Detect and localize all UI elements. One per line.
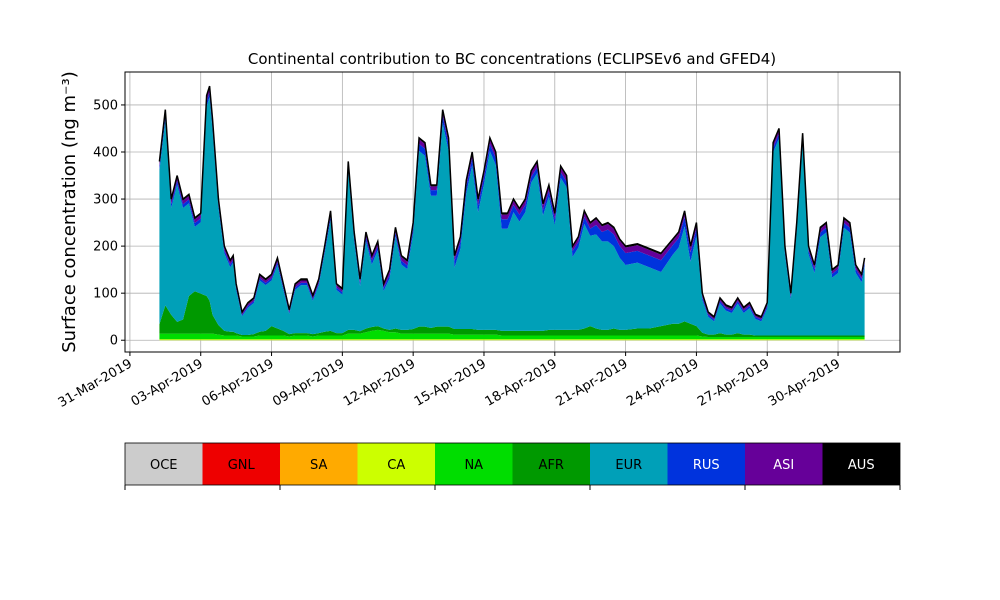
legend-swatch bbox=[435, 443, 513, 485]
legend-label: NA bbox=[464, 458, 483, 473]
legend-swatch bbox=[745, 443, 823, 485]
legend-label: CA bbox=[387, 458, 405, 473]
y-tick-label: 300 bbox=[93, 193, 118, 208]
y-tick-label: 400 bbox=[93, 146, 118, 161]
legend-swatch bbox=[590, 443, 668, 485]
y-tick-label: 100 bbox=[93, 287, 118, 302]
y-tick-label: 500 bbox=[93, 98, 118, 113]
area bbox=[159, 329, 865, 340]
legend-swatch bbox=[202, 443, 280, 485]
legend-label: ASI bbox=[773, 458, 794, 473]
plot-frame bbox=[124, 71, 901, 353]
area bbox=[159, 339, 865, 341]
area-outline bbox=[158, 85, 866, 318]
legend-swatch bbox=[125, 443, 203, 485]
legend-swatch bbox=[280, 443, 358, 485]
legend-label: GNL bbox=[228, 458, 256, 473]
legend-label: AUS bbox=[848, 458, 875, 473]
legend-frame bbox=[124, 442, 901, 486]
y-tick-label: 0 bbox=[110, 334, 118, 349]
y-axis-label: Surface concentration (ng m⁻³) bbox=[59, 71, 80, 353]
legend-swatch bbox=[667, 443, 745, 485]
legend-label: RUS bbox=[693, 458, 720, 473]
chart-title: Continental contribution to BC concentra… bbox=[248, 50, 776, 68]
legend-label: SA bbox=[310, 458, 327, 473]
legend-label: AFR bbox=[539, 458, 564, 473]
area bbox=[159, 291, 865, 337]
legend-swatch bbox=[822, 443, 900, 485]
y-tick-label: 200 bbox=[93, 240, 118, 255]
area bbox=[159, 96, 865, 336]
legend-swatch bbox=[357, 443, 435, 485]
legend-swatch bbox=[512, 443, 590, 485]
legend-label: OCE bbox=[150, 458, 178, 473]
legend-label: EUR bbox=[615, 458, 642, 473]
